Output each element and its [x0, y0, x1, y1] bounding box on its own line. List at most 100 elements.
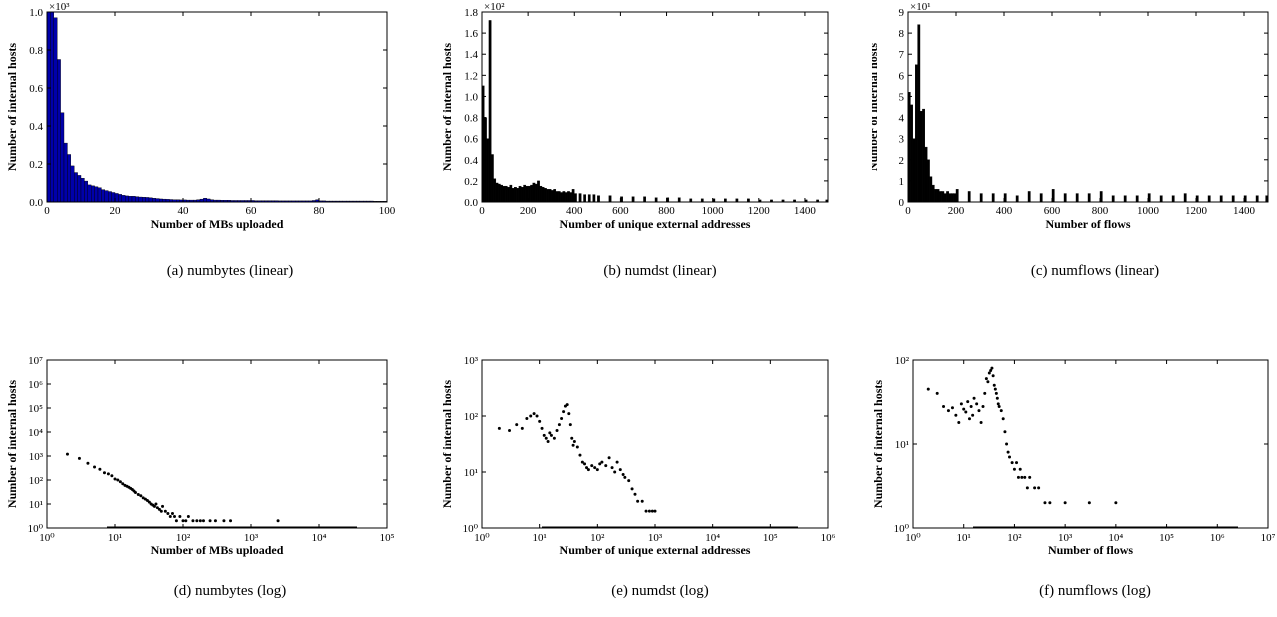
- bar: [521, 187, 524, 203]
- bar: [511, 188, 515, 203]
- data-point: [593, 466, 597, 470]
- bar: [509, 184, 513, 203]
- bar: [488, 20, 492, 203]
- data-point: [557, 423, 561, 427]
- chart-d-numbytes-log: 10⁰ 10¹ 10² 10³ 10⁴ 10⁵ 10⁰ 10¹ 10² 10³ 10⁴ 10⁵ 10⁶ 1…: [5, 355, 395, 557]
- bar: [203, 197, 207, 203]
- x-tick-label: 0: [44, 205, 50, 217]
- chart-e-numdst-log: 10⁰ 10¹ 10² 10³ 10⁴ 10⁵ 10⁶10⁰10¹10²10³Number …: [440, 355, 836, 557]
- data-point: [610, 466, 614, 470]
- bar: [562, 191, 566, 203]
- bar: [518, 185, 522, 203]
- x-tick-label: 10⁵: [1159, 532, 1174, 544]
- bar: [155, 198, 160, 203]
- data-point: [1023, 475, 1027, 479]
- bar: [84, 180, 89, 203]
- y-tick-label: 6: [899, 70, 905, 82]
- bar: [1015, 195, 1019, 203]
- data-point: [133, 491, 137, 495]
- y-tick-label: 10¹: [895, 439, 909, 451]
- bar: [1087, 193, 1091, 203]
- data-point: [532, 412, 536, 416]
- data-point: [990, 366, 994, 370]
- y-tick-label: 0.6: [464, 134, 478, 146]
- bar: [631, 196, 635, 203]
- x-tick-label: 10¹: [108, 532, 122, 544]
- bar: [587, 194, 591, 203]
- data-point: [1028, 475, 1032, 479]
- caption-c: (c) numflows (linear): [1030, 263, 1160, 279]
- data-point: [992, 383, 996, 387]
- bar: [67, 154, 72, 203]
- data-point: [600, 460, 604, 464]
- data-point: [544, 436, 548, 440]
- chart-a-numbytes-linear: 0 20 40 60 80 100 0.0 0.2 0.4 0.6 0.8 1.0 ×10³ Number…: [5, 1, 396, 231]
- x-tick-label: 10⁷: [1261, 532, 1276, 544]
- x-tick-label: 60: [246, 205, 258, 217]
- x-tick-label: 400: [566, 205, 583, 217]
- bar: [569, 192, 573, 203]
- bar: [507, 187, 510, 203]
- data-point: [548, 431, 552, 435]
- data-point: [565, 403, 569, 407]
- y-tick-label: 0.2: [464, 176, 478, 188]
- bar: [555, 191, 559, 203]
- bar: [912, 138, 916, 203]
- y-tick-label: 1: [899, 176, 905, 188]
- data-point: [110, 474, 114, 478]
- bar: [148, 197, 153, 203]
- data-point: [118, 480, 122, 484]
- data-point: [1114, 501, 1118, 505]
- data-point: [1005, 442, 1009, 446]
- data-point: [567, 412, 571, 416]
- data-point: [935, 391, 939, 395]
- y-axis-label: Number of internal hosts: [5, 380, 19, 508]
- bar: [592, 194, 596, 203]
- data-point: [1063, 501, 1067, 505]
- bar: [111, 192, 116, 203]
- bar: [1231, 195, 1235, 203]
- bar: [124, 195, 129, 203]
- data-point: [152, 504, 156, 508]
- bar: [70, 165, 75, 203]
- y-axis-label: Number of internal hosts: [872, 380, 885, 508]
- bar: [87, 184, 92, 203]
- bar: [553, 189, 557, 203]
- data-point: [959, 402, 963, 406]
- x-tick-label: 10¹: [957, 532, 971, 544]
- bar: [493, 178, 497, 203]
- data-point: [276, 519, 280, 523]
- data-point: [549, 433, 553, 437]
- data-point: [159, 509, 163, 513]
- data-point: [972, 396, 976, 400]
- x-tick-label: 10²: [590, 532, 605, 544]
- bar: [608, 195, 612, 203]
- y-tick-label: 1.8: [464, 7, 478, 19]
- x-tick-label: 10⁴: [705, 532, 720, 544]
- y-tick-label: 0.6: [29, 83, 43, 95]
- data-point: [653, 509, 657, 513]
- data-point: [181, 519, 185, 523]
- data-point: [926, 387, 930, 391]
- bar: [1075, 193, 1079, 203]
- data-point: [572, 440, 576, 444]
- bar: [938, 191, 942, 203]
- data-point: [993, 387, 997, 391]
- data-point: [964, 410, 968, 414]
- bar: [934, 189, 938, 203]
- data-point: [229, 519, 233, 523]
- data-point: [954, 413, 958, 417]
- bar: [1123, 195, 1127, 203]
- data-point: [139, 494, 143, 498]
- bar: [979, 193, 983, 203]
- data-point: [538, 419, 542, 423]
- bar: [567, 191, 570, 203]
- x-tick-label: 600: [612, 205, 629, 217]
- data-point: [525, 417, 529, 421]
- bar: [643, 196, 646, 203]
- data-point: [201, 519, 205, 523]
- data-point: [157, 507, 161, 511]
- x-axis-label: Number of unique external addresses: [560, 217, 751, 231]
- bar: [1159, 195, 1163, 203]
- data-point: [113, 477, 117, 481]
